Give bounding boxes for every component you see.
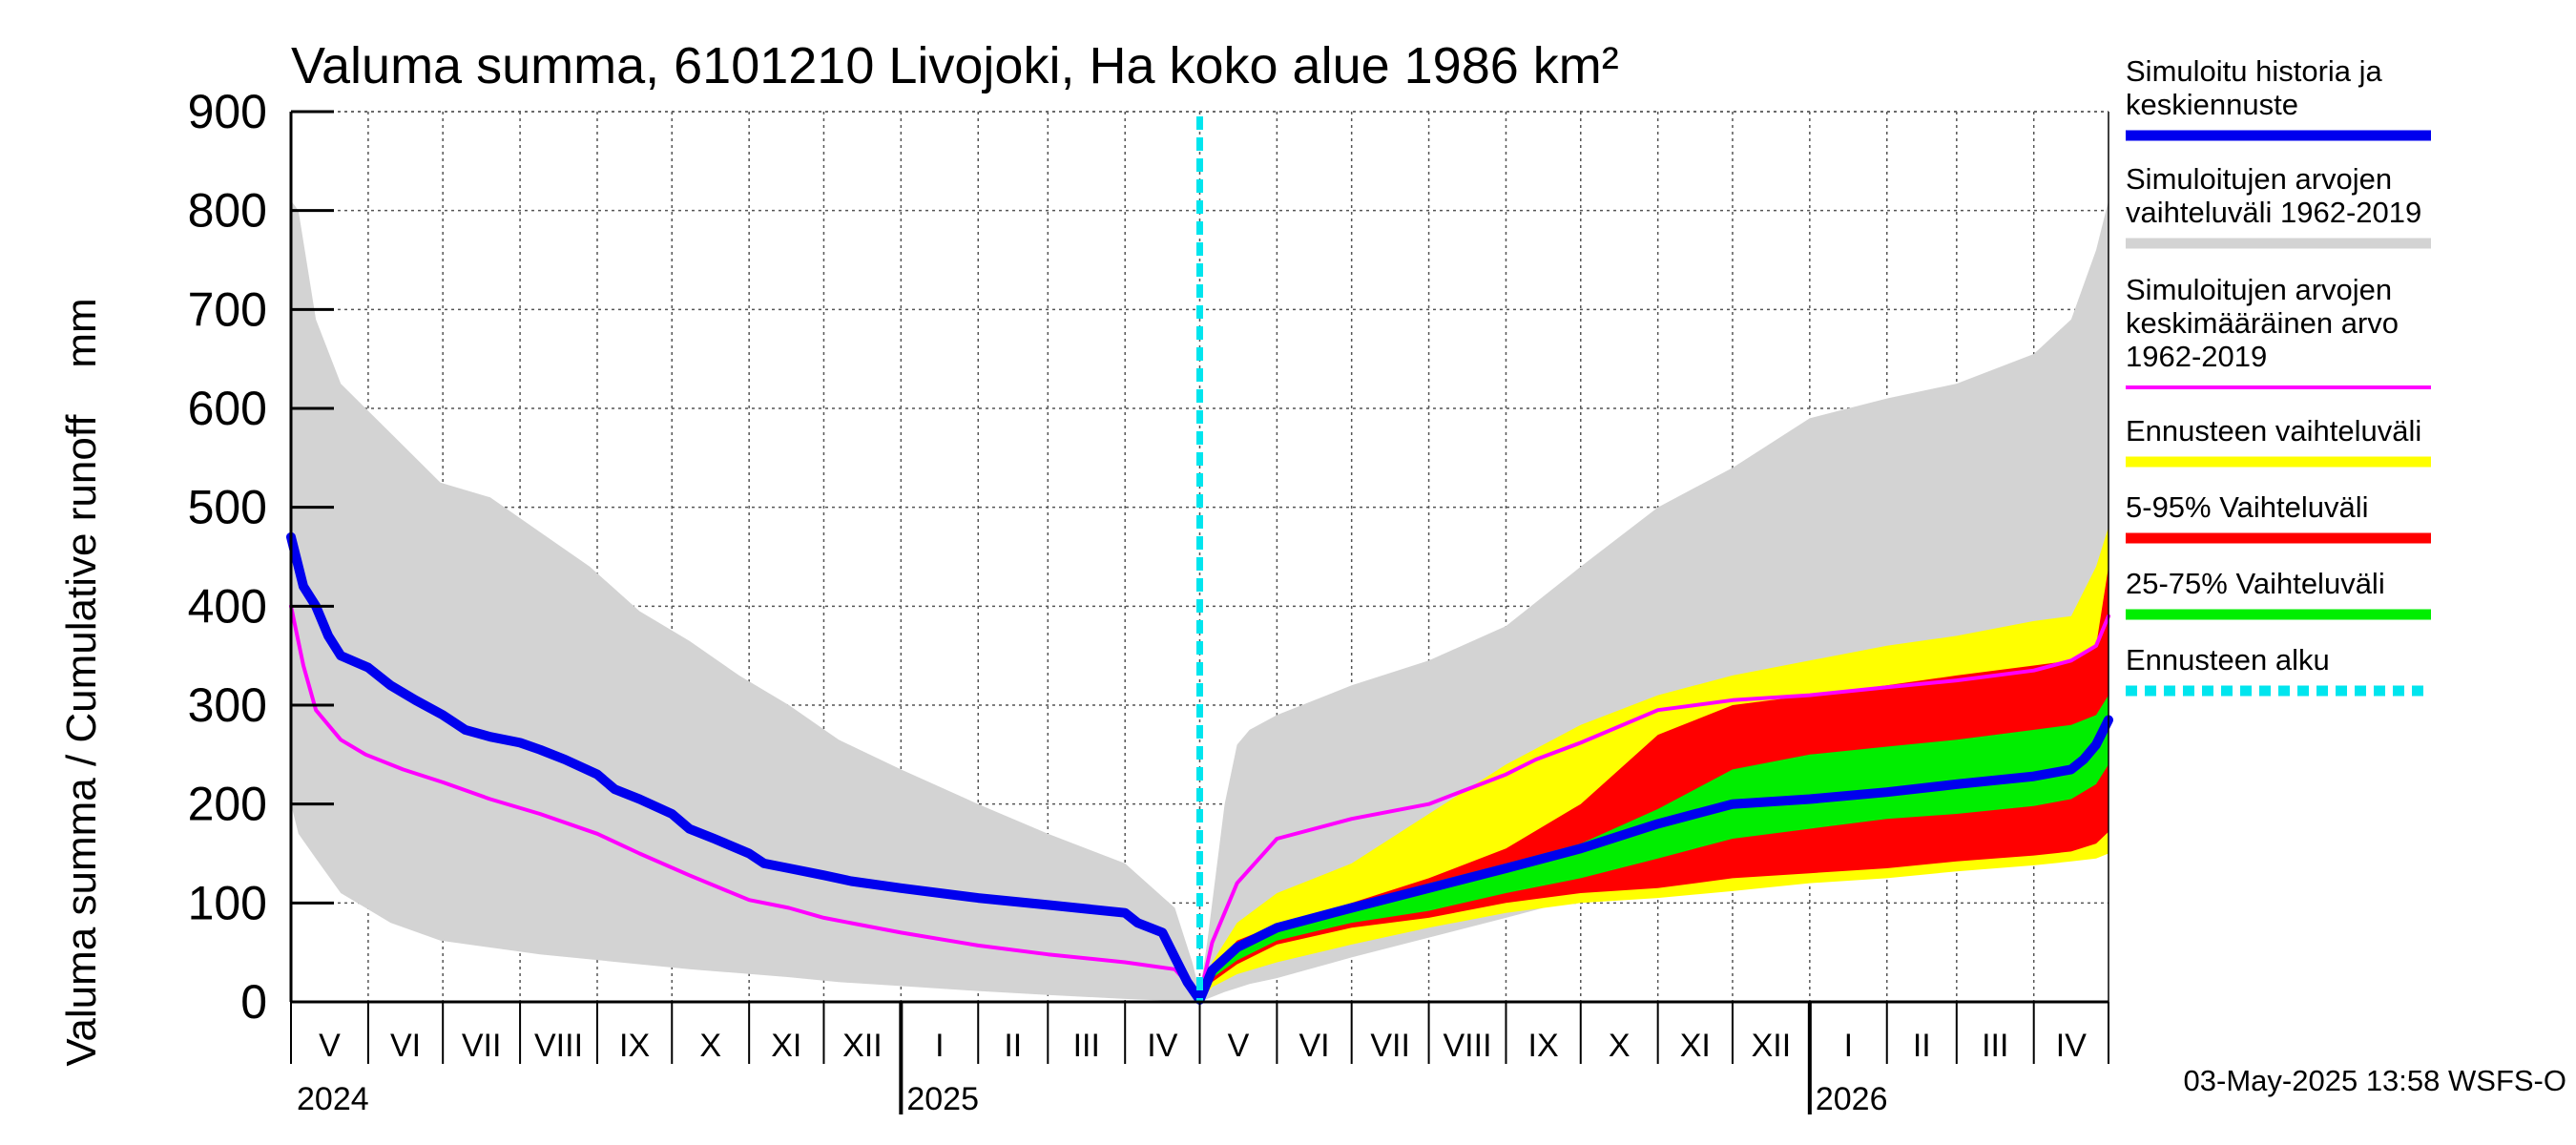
y-tick-label: 300 [188,678,267,732]
legend-label: vaihteluväli 1962-2019 [2126,196,2421,229]
y-tick-label: 100 [188,876,267,929]
month-label: XII [1752,1028,1792,1064]
legend-label: 5-95% Vaihteluväli [2126,490,2368,524]
legend-label: Ennusteen alku [2126,643,2330,677]
month-label: X [1609,1028,1631,1064]
y-tick-label: 900 [188,85,267,138]
legend-label: Simuloitu historia ja [2126,54,2383,88]
y-axis-label: Valuma summa / Cumulative runoff mm [58,298,105,1066]
legend-label: Simuloitujen arvojen [2126,162,2392,196]
month-label: I [935,1028,944,1064]
y-tick-label: 800 [188,184,267,238]
legend-label: keskimääräinen arvo [2126,306,2399,340]
y-tick-label: 200 [188,778,267,831]
month-label: X [699,1028,721,1064]
month-label: VII [462,1028,502,1064]
y-tick-label: 500 [188,481,267,534]
month-label: III [1073,1028,1100,1064]
month-label: VI [1298,1028,1329,1064]
year-label: 2024 [297,1081,369,1117]
month-label: I [1844,1028,1853,1064]
legend-label: Simuloitujen arvojen [2126,273,2392,306]
month-label: II [1913,1028,1931,1064]
month-label: IX [619,1028,650,1064]
band-00ee00 [1199,695,2109,1002]
year-label: 2026 [1816,1081,1888,1117]
legend-label: 25-75% Vaihteluväli [2126,567,2385,600]
legend-label: Ennusteen vaihteluväli [2126,414,2421,448]
legend-label: keskiennuste [2126,88,2298,121]
month-label: XII [842,1028,883,1064]
month-label: IV [2056,1028,2087,1064]
timestamp-footer: 03-May-2025 13:58 WSFS-O [2184,1064,2566,1097]
month-label: XI [1680,1028,1711,1064]
month-label: V [1228,1028,1250,1064]
month-label: VI [390,1028,421,1064]
month-label: V [319,1028,341,1064]
y-tick-label: 700 [188,282,267,336]
month-label: VII [1370,1028,1410,1064]
y-tick-label: 400 [188,579,267,633]
y-tick-label: 600 [188,382,267,435]
month-label: IV [1147,1028,1177,1064]
month-label: XI [771,1028,801,1064]
year-label: 2025 [906,1081,979,1117]
median-forecast-line [286,531,2113,1005]
month-label: IX [1528,1028,1559,1064]
mean-line [289,604,2110,999]
month-label: VIII [1444,1028,1492,1064]
y-tick-label: 0 [240,975,267,1029]
month-label: II [1004,1028,1022,1064]
month-label: III [1982,1028,2008,1064]
month-label: VIII [534,1028,583,1064]
chart-title: Valuma summa, 6101210 Livojoki, Ha koko … [291,37,1619,94]
legend-label: 1962-2019 [2126,340,2267,373]
